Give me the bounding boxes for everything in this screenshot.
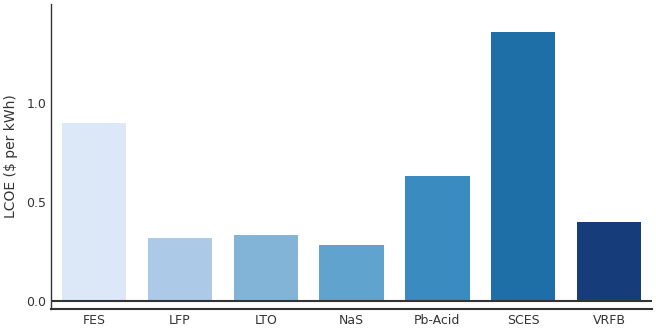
Bar — [319, 245, 384, 301]
Bar — [148, 238, 212, 301]
Bar — [491, 32, 556, 301]
Y-axis label: LCOE ($ per kWh): LCOE ($ per kWh) — [4, 95, 18, 218]
Bar — [234, 235, 298, 301]
Bar — [405, 176, 470, 301]
Bar — [577, 222, 641, 301]
Bar — [62, 123, 127, 301]
